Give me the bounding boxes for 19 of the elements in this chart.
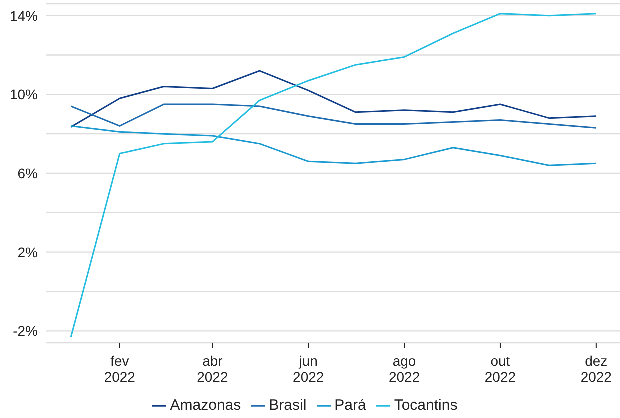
line-series (70, 104, 598, 129)
y-tick-label: -2% (13, 323, 38, 340)
x-tick-label: jun 2022 (293, 353, 324, 385)
legend-label: Brasil (269, 397, 307, 414)
x-tick-label: ago 2022 (388, 353, 420, 385)
legend-label: Pará (334, 397, 366, 414)
x-tick-label: dez 2022 (580, 353, 612, 385)
line-series (70, 70, 598, 128)
x-tick-label: fev 2022 (104, 353, 136, 385)
y-tick-label: 2% (18, 244, 38, 260)
x-tick-label: abr 2022 (197, 353, 228, 385)
line-series (70, 13, 598, 338)
legend-label: Amazonas (170, 397, 242, 414)
y-tick-label: 6% (18, 166, 38, 182)
x-tick-label: out 2022 (484, 353, 516, 385)
y-tick-label: 14% (10, 8, 38, 24)
y-tick-label: 10% (10, 86, 38, 103)
legend-label: Tocantins (394, 397, 458, 414)
line-series (70, 125, 598, 166)
